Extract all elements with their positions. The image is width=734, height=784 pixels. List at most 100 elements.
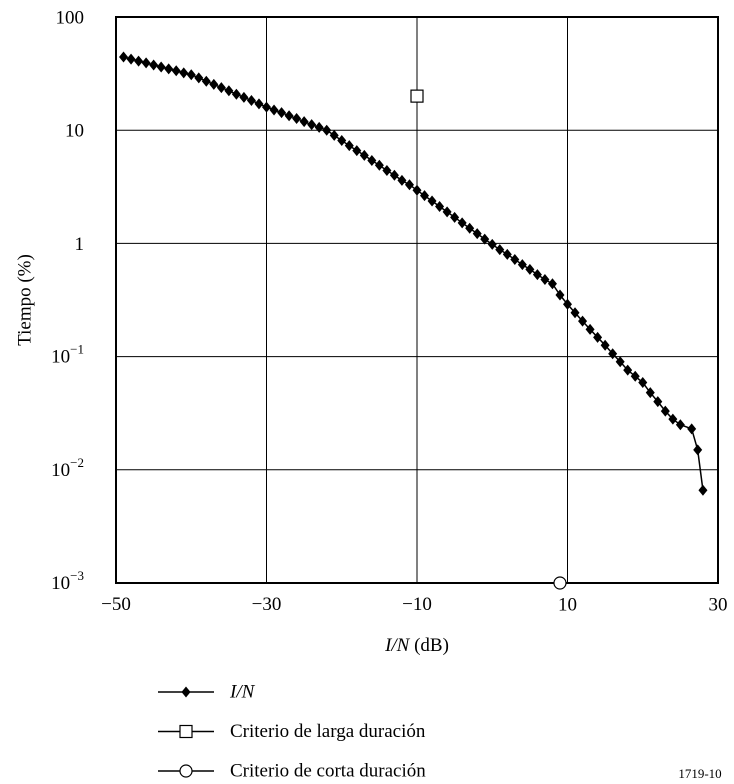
point	[337, 135, 347, 147]
point	[134, 55, 144, 67]
point	[427, 195, 437, 207]
point	[389, 169, 399, 181]
y-axis-label: Tiempo (%)	[14, 254, 35, 346]
plot-frame	[115, 16, 719, 584]
tick-label-base: −50	[101, 594, 131, 615]
point	[532, 269, 542, 281]
point	[645, 387, 655, 399]
point	[239, 91, 249, 103]
y-tick-label: 10−2	[51, 455, 84, 481]
point	[450, 211, 460, 223]
tick-label-exponent: −3	[70, 568, 84, 583]
point	[126, 53, 136, 65]
y-tick-label: 100	[56, 7, 85, 28]
point	[307, 119, 317, 131]
point	[119, 51, 129, 63]
tick-label-exponent: −2	[70, 455, 84, 470]
point	[465, 222, 475, 234]
point	[314, 121, 324, 133]
point	[510, 254, 520, 266]
point	[329, 129, 339, 141]
point	[480, 233, 490, 245]
y-tick-label: 1	[75, 234, 85, 255]
legend-marker	[179, 724, 193, 739]
point	[570, 307, 580, 319]
point	[209, 78, 219, 90]
legend-label: Criterio de larga duración	[230, 721, 426, 742]
point	[164, 63, 174, 75]
point	[547, 278, 557, 290]
point	[262, 101, 271, 113]
point	[435, 200, 445, 212]
point	[359, 149, 369, 161]
tick-label-base: 10	[51, 460, 70, 481]
x-tick-label: −50	[101, 594, 131, 615]
point	[553, 576, 567, 590]
point	[231, 88, 241, 100]
point	[382, 165, 392, 177]
point	[563, 298, 572, 310]
point	[540, 273, 550, 285]
series-line	[123, 56, 704, 491]
point	[374, 159, 384, 171]
point	[397, 174, 407, 186]
point	[292, 112, 302, 124]
tick-label-base: 10	[51, 573, 70, 594]
point	[254, 98, 264, 110]
point	[525, 263, 535, 275]
point	[171, 65, 181, 77]
point	[201, 75, 211, 87]
point	[502, 248, 512, 260]
x-axis-label: I/N (dB)	[384, 635, 449, 656]
tick-label-base: −30	[252, 594, 282, 615]
point	[555, 289, 565, 301]
legend-marker	[179, 764, 193, 778]
point	[457, 217, 467, 229]
point	[216, 82, 226, 94]
point	[410, 89, 424, 103]
point	[404, 179, 414, 191]
point	[149, 59, 159, 71]
point	[495, 244, 505, 256]
point	[420, 190, 430, 202]
point	[630, 370, 640, 382]
x-tick-label: −10	[402, 594, 432, 615]
legend-label: Criterio de corta duración	[230, 760, 426, 781]
point	[585, 323, 595, 335]
point	[578, 315, 588, 327]
point	[668, 413, 678, 425]
point	[299, 116, 309, 128]
point	[600, 339, 610, 351]
y-tick-label: 10−1	[51, 342, 84, 368]
tick-label-exponent: −1	[70, 342, 84, 357]
x-tick-label: −30	[252, 594, 282, 615]
point	[269, 104, 279, 116]
legend-label: I/N	[229, 681, 256, 702]
point	[246, 94, 256, 106]
point	[284, 110, 294, 122]
point	[344, 140, 354, 152]
y-tick-label: 10−3	[51, 568, 84, 594]
point	[179, 67, 189, 79]
x-tick-label: 10	[558, 594, 577, 615]
tick-label-base: −10	[402, 594, 432, 615]
point	[698, 484, 708, 496]
point	[352, 145, 362, 157]
point	[442, 206, 452, 218]
point	[653, 396, 663, 408]
footnote: 1719-10	[678, 766, 721, 781]
point	[615, 356, 625, 368]
point	[194, 72, 204, 84]
point	[472, 228, 482, 240]
point	[687, 423, 697, 435]
point	[487, 238, 497, 250]
tick-label-base: 10	[51, 347, 70, 368]
point	[156, 61, 166, 73]
point	[675, 419, 685, 431]
x-tick-label: 30	[709, 594, 728, 615]
point	[224, 85, 234, 97]
point	[608, 348, 618, 360]
point	[517, 259, 527, 271]
point	[693, 444, 703, 456]
